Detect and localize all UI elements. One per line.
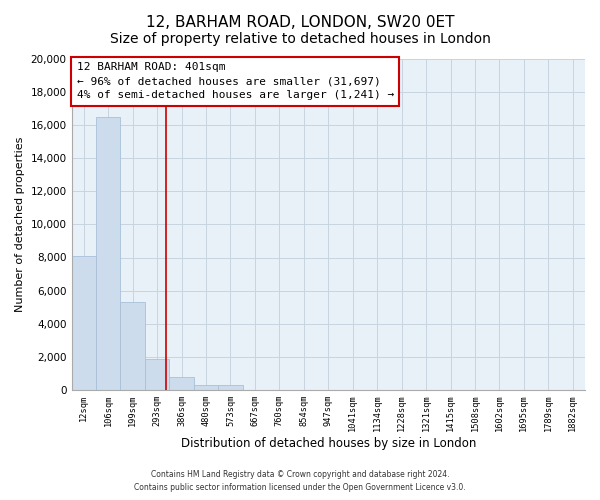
- Text: 12, BARHAM ROAD, LONDON, SW20 0ET: 12, BARHAM ROAD, LONDON, SW20 0ET: [146, 15, 454, 30]
- Y-axis label: Number of detached properties: Number of detached properties: [15, 136, 25, 312]
- Bar: [71, 256, 96, 390]
- Bar: [145, 359, 169, 390]
- Bar: [121, 302, 145, 390]
- X-axis label: Distribution of detached houses by size in London: Distribution of detached houses by size …: [181, 437, 476, 450]
- Text: Contains HM Land Registry data © Crown copyright and database right 2024.
Contai: Contains HM Land Registry data © Crown c…: [134, 470, 466, 492]
- Bar: [194, 385, 218, 390]
- Bar: [169, 378, 194, 390]
- Text: 12 BARHAM ROAD: 401sqm
← 96% of detached houses are smaller (31,697)
4% of semi-: 12 BARHAM ROAD: 401sqm ← 96% of detached…: [77, 62, 394, 100]
- Bar: [218, 385, 242, 390]
- Text: Size of property relative to detached houses in London: Size of property relative to detached ho…: [110, 32, 490, 46]
- Bar: [96, 117, 121, 390]
